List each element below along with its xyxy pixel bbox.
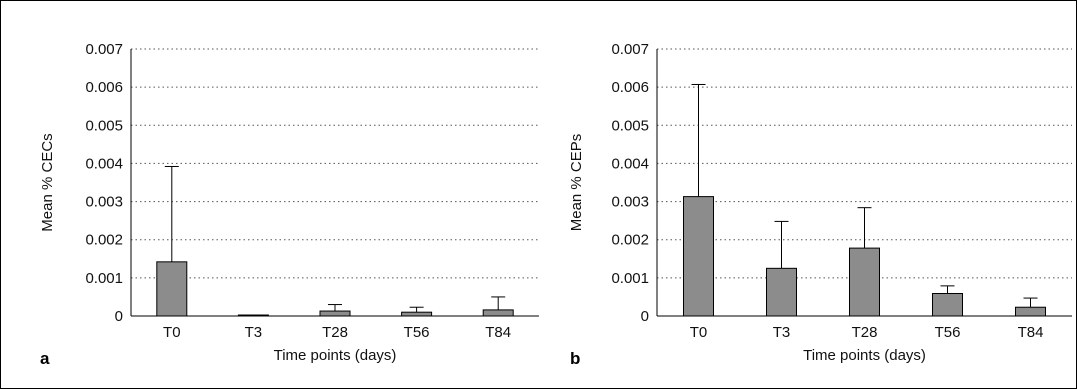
chart-b-ytick-label: 0.006 [611, 79, 649, 96]
chart-b-ytick-label: 0.005 [611, 117, 649, 134]
chart-a: 0 0.001 0.002 0.003 0.004 0.005 0.006 0.007 T0 T3… [39, 41, 539, 364]
chart-b-ytick-label: 0.007 [611, 41, 649, 58]
chart-a-bar-T28 [319, 310, 351, 317]
chart-a-xtick-label: T3 [245, 324, 263, 341]
chart-b-xtick-label: T0 [690, 324, 708, 341]
panel-b: 0 0.001 0.002 0.003 0.004 0.005 0.006 0.007 T0 T3… [540, 0, 1077, 389]
chart-a-ytick-label: 0.005 [85, 117, 123, 134]
chart-a-ytick-label: 0.006 [85, 79, 123, 96]
chart-a-ytick-label: 0.001 [85, 270, 123, 287]
chart-b-bar-T3 [766, 267, 797, 317]
chart-b-bar-T28 [849, 247, 880, 317]
chart-b-bar-T56 [932, 292, 963, 317]
panel-label-b: b [570, 349, 581, 368]
chart-a-xtick-label: T56 [404, 324, 430, 341]
chart-a-bar-T84 [482, 309, 514, 317]
chart-a-x-axis-title: Time points (days) [274, 347, 397, 364]
panel-a: 0 0.001 0.002 0.003 0.004 0.005 0.006 0.007 T0 T3… [39, 41, 539, 368]
chart-a-bar-T3 [237, 314, 269, 317]
chart-a-xtick-label: T84 [485, 324, 511, 341]
chart-b-xtick-label: T84 [1018, 324, 1044, 341]
chart-b-ytick-label: 0.002 [611, 232, 649, 249]
chart-b-bar-T0 [683, 196, 714, 317]
chart-b-xtick-label: T56 [935, 324, 961, 341]
chart-b-ytick-label: 0.003 [611, 194, 649, 211]
chart-b-bar-T84 [1015, 306, 1046, 317]
panel-label-a: a [40, 349, 50, 368]
chart-b-x-axis-title: Time points (days) [803, 347, 926, 364]
chart-a-xtick-label: T0 [163, 324, 181, 341]
chart-a-ytick-label: 0.007 [85, 41, 123, 58]
chart-b: 0 0.001 0.002 0.003 0.004 0.005 0.006 0.007 T0 T3… [568, 41, 1072, 364]
chart-a-y-axis-title: Mean % CECs [39, 133, 56, 231]
chart-a-ytick-label: 0 [115, 308, 123, 325]
chart-a-ytick-label: 0.002 [85, 232, 123, 249]
chart-b-xtick-label: T3 [773, 324, 791, 341]
chart-a-bar-T56 [401, 311, 433, 317]
chart-a-ytick-label: 0.004 [85, 155, 123, 172]
chart-a-ytick-label: 0.003 [85, 194, 123, 211]
chart-b-ytick-label: 0.004 [611, 155, 649, 172]
chart-a-xtick-label: T28 [322, 324, 348, 341]
chart-a-bar-T0 [156, 261, 188, 317]
chart-b-ytick-label: 0.001 [611, 270, 649, 287]
chart-b-y-axis-title: Mean % CEPs [568, 134, 585, 232]
chart-b-ytick-label: 0 [641, 308, 649, 325]
chart-b-xtick-label: T28 [852, 324, 878, 341]
